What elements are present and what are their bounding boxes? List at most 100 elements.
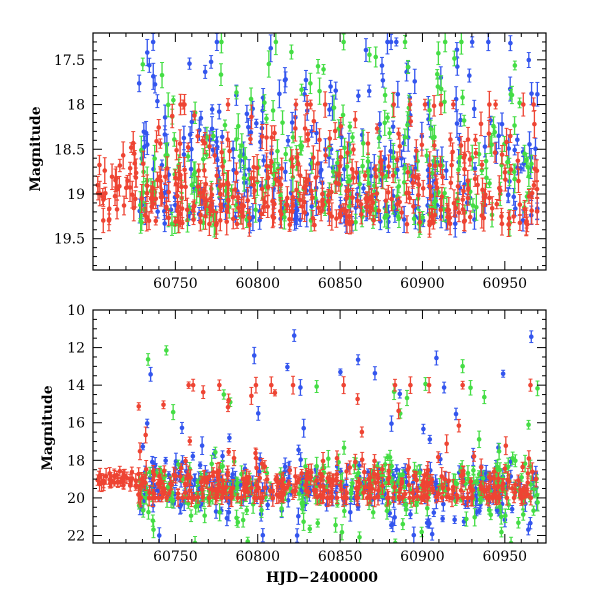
data-point [364,204,369,209]
data-point [467,157,473,162]
data-point [366,88,372,94]
data-point [278,182,284,187]
data-point [106,206,112,211]
data-point [230,216,236,222]
data-point [162,132,168,137]
data-point [422,102,428,107]
data-point [372,370,378,376]
data-point [260,532,266,538]
data-point [344,164,350,169]
data-point [183,184,188,190]
data-point [106,218,112,223]
data-point [244,111,250,117]
data-point [358,201,364,207]
data-point [321,67,326,72]
data-point [366,196,372,201]
data-point [534,186,540,192]
data-point [402,135,408,140]
data-point [192,170,198,175]
data-point [240,214,246,219]
data-point [232,187,238,192]
data-point [257,469,262,474]
data-point [141,129,147,135]
data-point [512,176,518,182]
data-point [153,218,159,224]
data-point [166,215,171,221]
data-point [327,211,332,216]
data-point [499,121,505,127]
data-point [473,137,478,143]
data-point [379,171,385,177]
data-point [387,130,392,136]
data-point [176,219,182,225]
data-point [320,202,326,207]
data-point [487,195,492,201]
data-point [112,193,118,199]
data-point [394,39,399,45]
data-point [200,138,206,144]
data-point [390,173,396,178]
data-point [103,190,108,196]
data-point [259,186,265,192]
data-point [442,190,447,196]
data-point [152,156,157,161]
data-point [202,69,208,75]
data-point [109,174,115,180]
data-point [268,46,274,51]
data-point [411,216,417,222]
data-point [250,214,256,220]
data-point [455,184,461,189]
data-point [457,154,463,160]
data-point [185,144,191,150]
data-point [308,81,313,86]
data-point [301,425,307,431]
data-point [462,152,468,158]
data-point [133,196,138,202]
data-point [253,207,258,213]
data-point [405,122,410,128]
data-point [227,435,232,441]
data-point [438,102,444,107]
data-point [270,108,276,113]
data-point [333,180,339,186]
data-point [528,334,534,340]
data-point [502,170,508,175]
data-point [511,214,517,219]
data-point [159,72,165,78]
data-point [131,151,137,156]
data-point [273,39,279,45]
data-point [187,61,192,66]
data-point [289,156,295,162]
y-tick-label: 18 [67,98,85,114]
data-point [182,167,187,173]
data-point [438,207,444,213]
data-point [210,208,216,214]
data-point [532,166,538,172]
data-point [356,93,361,99]
data-point [330,169,336,175]
data-point [322,102,328,107]
data-point [405,64,411,70]
data-point [429,170,435,176]
data-point [505,159,510,165]
data-point [341,39,346,45]
data-point [117,183,122,189]
data-point [264,116,269,121]
data-point [198,219,203,225]
data-point [531,102,536,107]
data-point [427,219,432,224]
data-point [220,453,225,459]
data-point [329,214,335,219]
data-point [235,194,241,200]
data-point [456,210,462,215]
data-point [247,222,252,227]
data-point [384,173,389,179]
data-point [496,133,502,139]
data-point [282,77,288,83]
data-point [431,103,437,109]
data-point [305,131,311,137]
data-point [302,126,308,131]
data-point [405,170,411,175]
data-point [120,153,126,158]
data-point [272,130,277,136]
